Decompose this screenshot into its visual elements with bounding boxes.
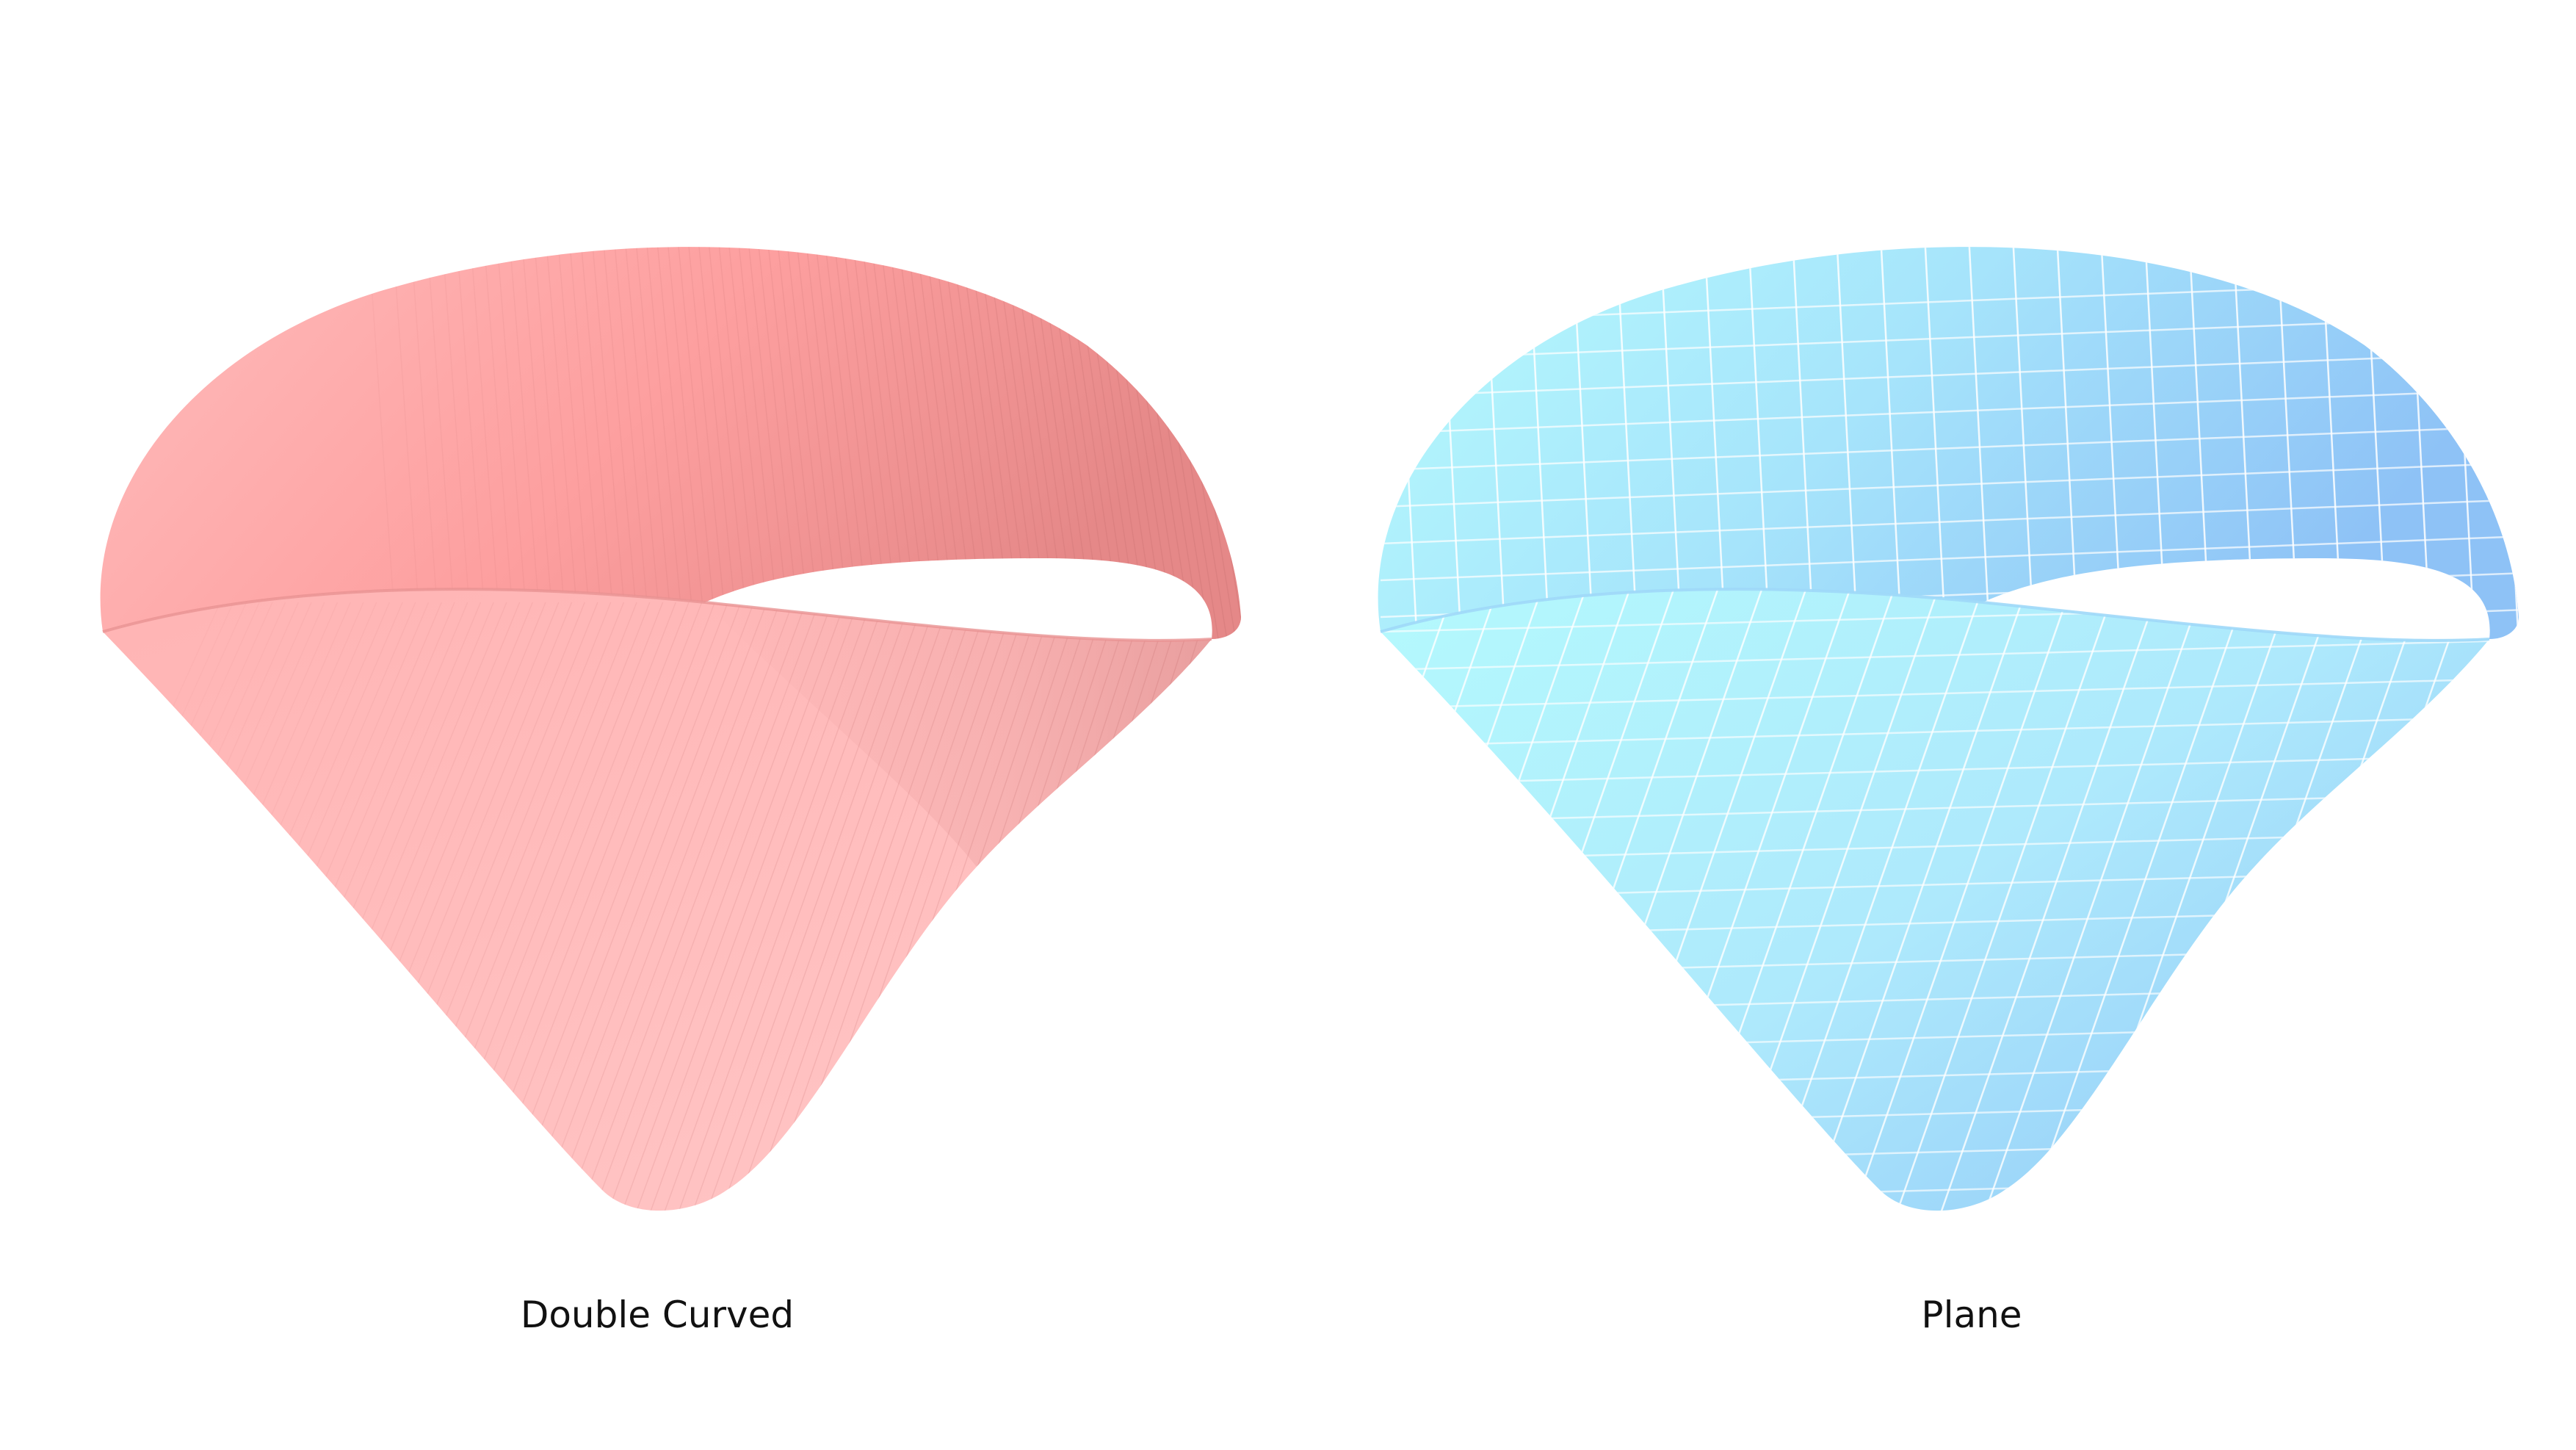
double-curved-ruling (612, 247, 651, 639)
double-curved-ruling (745, 247, 792, 639)
double-curved-ruling (579, 247, 617, 639)
plane-panel-seam (1381, 754, 2489, 786)
double-curved-ruling (736, 247, 781, 639)
double-curved-fold-edge (102, 588, 1212, 642)
plane-panel-seam (1702, 247, 1727, 639)
double-curved-ruling (716, 247, 761, 639)
plane-fold-edge (1380, 588, 2490, 642)
double-curved-ruling (534, 602, 767, 1211)
plane-panel-seam (1981, 589, 2204, 1211)
plane-panel-seam (2025, 589, 2248, 1211)
double-curved-ruling (760, 602, 976, 1211)
double-curved-ruling (654, 247, 696, 639)
double-curved-ruling (408, 247, 441, 639)
plane-panel-seam (1380, 388, 2519, 435)
double-curved-ruling (731, 602, 950, 1211)
plane-panel-seam (1381, 639, 2489, 671)
plane-panel-seam (1658, 247, 1683, 639)
double-curved-ruling (555, 247, 593, 639)
double-curved-caption: Double Curved (520, 1294, 795, 1336)
double-curved-ruling (103, 602, 234, 1211)
plane-panel-seam (1381, 589, 1455, 1211)
plane-panel-seam (1380, 425, 2519, 472)
double-curved-ruling (590, 602, 820, 1211)
double-curved-ruling (675, 247, 718, 639)
plane-panel-seam (1380, 535, 2519, 582)
double-curved-ruling (675, 602, 898, 1211)
double-curved-ruling (601, 247, 640, 639)
double-curved-ruling (468, 247, 502, 639)
plane-panel-seam (1380, 498, 2519, 545)
double-curved-ruling (1240, 247, 1241, 639)
double-curved-ruling (623, 247, 663, 639)
plane-panel-seam (1878, 247, 1903, 639)
double-curved-ruling (604, 602, 833, 1211)
double-curved-back-sheet (100, 247, 1241, 639)
double-curved-ruling (562, 602, 794, 1211)
double-curved-surface (100, 220, 1322, 1211)
double-curved-ruling (685, 247, 729, 639)
double-curved-ruling (520, 602, 755, 1211)
double-curved-ruling (590, 247, 629, 639)
double-curved-ruling (424, 247, 457, 639)
plane-panel-seam (1849, 589, 2072, 1211)
plane-panel-seam (1381, 589, 1499, 1211)
double-curved-ruling (532, 247, 568, 639)
double-curved-ruling (103, 602, 299, 1211)
plane-front-sheet (1381, 589, 2489, 1211)
double-curved-ruling (717, 602, 937, 1211)
plane-panel-seam (1967, 247, 1991, 639)
double-curved-ruling (103, 602, 286, 1211)
double-curved-ruling (482, 247, 516, 639)
double-curved-ruling (494, 247, 529, 639)
plane-panel-seam (1380, 351, 2519, 398)
planar-panel-surface (1378, 247, 2519, 1211)
plane-panel-seam (1834, 247, 1859, 639)
double-curved-ruling (103, 602, 221, 1211)
double-curved-ruling (543, 247, 581, 639)
double-curved-ruling (548, 602, 781, 1211)
double-curved-ruling (665, 247, 707, 639)
double-curved-ruling (690, 602, 911, 1211)
double-curved-ruling (726, 247, 771, 639)
double-curved-ruling (1248, 220, 1322, 646)
plane-panel-seam (1380, 461, 2519, 508)
double-curved-front-shade (705, 602, 1212, 867)
double-curved-ruling (706, 247, 750, 639)
double-curved-ruling (746, 602, 963, 1211)
plane-panel-seam (1381, 792, 2489, 824)
double-curved-ruling (507, 247, 543, 639)
plane-back-sheet (1378, 247, 2519, 639)
double-curved-ruling (455, 247, 488, 639)
double-curved-ruling (440, 247, 473, 639)
double-curved-ruling (391, 247, 422, 639)
double-curved-ruling (1231, 247, 1241, 639)
plane-caption: Plane (1921, 1294, 2022, 1336)
double-curved-ruling (647, 602, 872, 1211)
plane-panel-seam (1381, 677, 2489, 710)
plane-panel-seam (1790, 247, 1815, 639)
plane-panel-seam (1746, 247, 1771, 639)
double-curved-ruling (576, 602, 807, 1211)
double-curved-ruling (695, 247, 739, 639)
double-curved-ruling (633, 602, 859, 1211)
double-curved-ruling (633, 247, 674, 639)
plane-panel-seam (2011, 247, 2036, 639)
double-curved-ruling (661, 602, 885, 1211)
plane-panel-seam (1937, 589, 2160, 1211)
plane-panel-seam (1381, 715, 2489, 748)
double-curved-ruling (567, 247, 605, 639)
double-curved-ruling (103, 602, 273, 1211)
plane-panel-seam (1922, 247, 1947, 639)
double-curved-ruling (644, 247, 685, 639)
double-curved-ruling (703, 602, 924, 1211)
double-curved-ruling (520, 247, 556, 639)
double-curved-ruling (505, 602, 742, 1211)
double-curved-ruling (618, 602, 846, 1211)
double-curved-ruling (755, 247, 802, 639)
